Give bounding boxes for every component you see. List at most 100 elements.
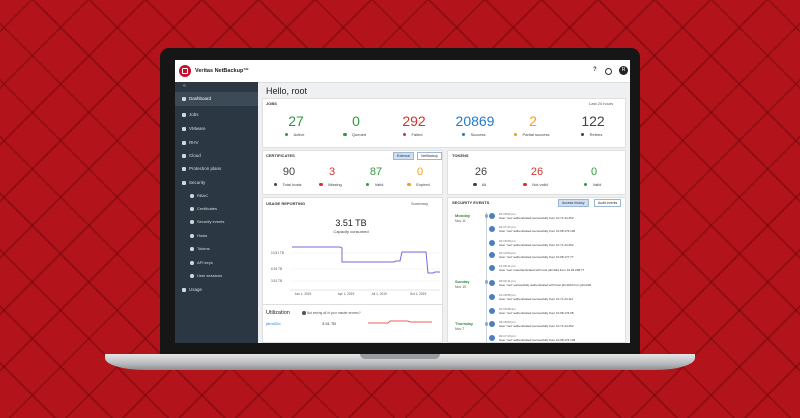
tab[interactable]: NetBackup [417, 152, 443, 160]
server-amount: 3.51 TB [322, 321, 336, 326]
stat-label: All [481, 182, 487, 187]
tab[interactable]: Audit events [594, 199, 622, 207]
sidebar-item[interactable]: Jobs [189, 112, 199, 117]
sidebar-icon [190, 247, 194, 251]
view-dropdown[interactable]: Summary [411, 201, 429, 206]
stat-icon [365, 182, 369, 186]
event-message[interactable]: User 'root' authenticated successfully f… [499, 228, 576, 233]
event-message[interactable]: User 'root' authenticated successfully f… [499, 323, 574, 328]
x-axis-label: Jul 1, 2019 [371, 292, 387, 296]
sidebar-subitem[interactable]: Security events [197, 219, 225, 224]
event-message[interactable]: User 'root' authenticated successfully f… [499, 254, 574, 259]
event-message[interactable]: User 'root' unauthenticated with host jd… [499, 267, 585, 272]
sidebar-subitem[interactable]: API keys [197, 260, 213, 265]
event-message[interactable]: User 'root' authenticated successfully f… [499, 337, 576, 342]
sidebar-icon [182, 127, 186, 131]
stat-value: 87 [369, 166, 383, 178]
usage-chart [290, 246, 440, 291]
stat-icon [513, 132, 517, 136]
sidebar-item[interactable]: Security [189, 180, 206, 185]
sidebar-item[interactable]: Usage [189, 287, 203, 292]
stat-label: Missing [328, 182, 342, 187]
event-message[interactable]: User 'root' authenticated successfully f… [499, 296, 574, 301]
sidebar-icon [182, 154, 186, 158]
sidebar-item[interactable]: Protection plans [189, 166, 222, 171]
stat-icon [284, 132, 288, 136]
tab[interactable]: Access history [558, 199, 589, 207]
sidebar-icon [190, 234, 194, 238]
sparkline [368, 320, 432, 324]
security-events-panel [447, 197, 626, 343]
avatar[interactable]: R [619, 66, 628, 75]
settings-icon[interactable] [605, 68, 612, 75]
event-message[interactable]: User 'root' successfully authenticated w… [499, 282, 592, 287]
day-label: Sunday [455, 279, 470, 284]
day-dot [484, 322, 488, 326]
stat-icon [461, 132, 465, 136]
day-dot [484, 214, 488, 218]
section-title: SECURITY EVENTS [452, 200, 490, 205]
utilization-hint[interactable]: Not seeing all of your master servers? [307, 311, 361, 315]
event-icon [489, 240, 495, 246]
range-dropdown[interactable]: Last 24 hours [589, 101, 614, 106]
y-axis-label: 10.51 TB [271, 251, 284, 255]
x-axis-label: Oct 1, 2019 [409, 292, 427, 296]
laptop-base [105, 354, 695, 370]
date-label: Nov 7 [455, 327, 465, 331]
event-message[interactable]: User 'root' authenticated successfully f… [499, 310, 574, 315]
stat-icon [583, 182, 587, 186]
event-time: 10:15:08 am [499, 307, 516, 311]
server-link[interactable]: jdrm02d [266, 321, 281, 326]
stat-icon [473, 182, 477, 186]
utilization-title: Utilization [266, 310, 290, 316]
x-axis-label: Apr 1, 2019 [337, 292, 355, 296]
collapse[interactable]: « [183, 83, 186, 89]
event-time: 04:18:53 pm [499, 320, 516, 324]
stat-value: 27 [288, 113, 304, 129]
event-time: 02:17:43 pm [499, 334, 516, 338]
sidebar-icon [182, 97, 186, 101]
sidebar-item[interactable]: VMware [189, 126, 206, 131]
event-icon [489, 308, 495, 314]
greeting: Hello, root [266, 86, 308, 96]
stat-icon [343, 132, 347, 136]
event-icon [489, 294, 495, 300]
sidebar-icon [190, 274, 194, 278]
sidebar-subitem[interactable]: Hosts [197, 233, 208, 238]
y-axis-label: 3.51 TB [271, 279, 283, 283]
stat-icon [273, 182, 277, 186]
sidebar-subitem[interactable]: Certificates [197, 206, 218, 211]
stat-label: Success [470, 132, 486, 137]
sidebar-icon [182, 167, 186, 171]
tokens-panel [447, 150, 626, 195]
stat-label: Active [293, 132, 305, 137]
sidebar-subitem[interactable]: Tokens [197, 246, 210, 251]
sidebar-item[interactable]: Cloud [189, 153, 201, 158]
timeline [486, 212, 487, 343]
sidebar-item[interactable]: RHV [189, 140, 199, 145]
sidebar-icon [182, 181, 186, 185]
sidebar-subitem[interactable]: User sessions [197, 273, 223, 278]
capacity-value: 3.51 TB [335, 218, 367, 228]
help-icon[interactable]: ? [593, 67, 597, 73]
screen: Veritas NetBackup™ ? R « Dashboard Jobs VM… [175, 60, 630, 343]
info-icon [302, 311, 306, 315]
stat-value: 26 [474, 166, 488, 178]
usage-line [292, 246, 440, 274]
tab[interactable]: External [393, 152, 414, 160]
event-time: 01:16:09 pm [499, 239, 516, 243]
date-label: Nov 11 [455, 219, 466, 223]
event-message[interactable]: User 'root' authenticated successfully f… [499, 215, 574, 220]
sidebar-icon [190, 207, 194, 211]
brand: Veritas NetBackup™ [195, 68, 249, 74]
usage-panel [262, 197, 443, 343]
sidebar-subitem[interactable]: RBAC [197, 193, 209, 198]
stat-icon [523, 182, 527, 186]
event-message[interactable]: User 'root' authenticated successfully f… [499, 242, 574, 247]
event-time: 03:02:11 pm [499, 279, 516, 283]
event-icon [489, 265, 495, 271]
sidebar-item[interactable]: Dashboard [189, 96, 212, 101]
event-icon [489, 321, 495, 327]
stat-label: Expired [416, 182, 430, 187]
